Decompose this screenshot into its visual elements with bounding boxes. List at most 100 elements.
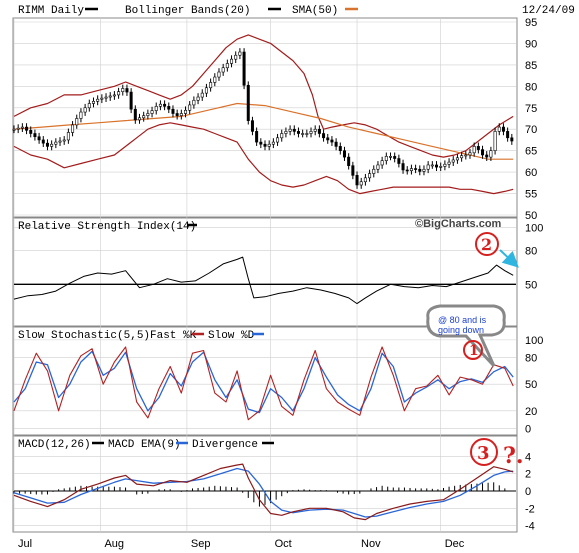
chart-date: 12/24/09 — [522, 5, 575, 17]
price-bar-body — [280, 133, 284, 139]
price-bar-body — [25, 126, 29, 131]
price-bar-body — [58, 140, 62, 143]
price-bar-body — [192, 99, 196, 106]
stochastic-tick-label: 100 — [525, 335, 543, 347]
price-bar-body — [175, 113, 179, 116]
price-bar-body — [322, 133, 326, 139]
rsi-tick-label: 80 — [525, 245, 537, 257]
legend-slow-stochastic: Slow Stochastic(5,5) — [18, 330, 150, 342]
price-bar-body — [455, 157, 459, 161]
price-bar-body — [468, 152, 472, 156]
price-bar-body — [250, 120, 254, 132]
price-bar-body — [158, 103, 162, 107]
annotation-bubble-line2: going down — [438, 325, 484, 335]
price-bar-body — [368, 173, 372, 179]
price-bar-body — [104, 96, 108, 99]
price-tick-label: 65 — [525, 146, 537, 158]
month-tick-label: Jul — [18, 538, 32, 550]
price-bar-body — [217, 71, 221, 78]
price-bar-body — [409, 168, 413, 171]
macd-tick-label: 2 — [525, 469, 531, 481]
tick-labels: Jul Aug Sep Oct Nov Dec 50 55 60 65 70 75 80 85 90 95 50… — [18, 17, 543, 550]
macd-tick-label: -2 — [525, 503, 535, 515]
price-bar-body — [129, 91, 133, 110]
legend-bollinger: Bollinger Bands(20) — [125, 5, 250, 17]
price-tick-label: 55 — [525, 189, 537, 201]
price-bar-body — [489, 150, 493, 158]
rsi-legend: Relative Strength Index(14) ©BigCharts.c… — [18, 218, 502, 233]
price-bar-body — [317, 128, 321, 134]
price-bar-body — [430, 164, 434, 167]
price-bar-body — [263, 143, 267, 147]
price-bar-body — [121, 88, 125, 92]
macd-ema-line — [13, 467, 514, 518]
price-bar-body — [167, 106, 171, 110]
price-bar-body — [79, 111, 83, 119]
price-bar-body — [29, 129, 33, 134]
price-bar-body — [351, 165, 355, 176]
month-tick-label: Sep — [191, 538, 211, 550]
annotation-circle-3 — [470, 438, 498, 466]
month-tick-label: Aug — [104, 538, 124, 550]
stochastic-tick-label: 80 — [525, 353, 537, 365]
price-bar-body — [326, 137, 330, 141]
legend-macd: MACD(12,26) — [18, 439, 91, 451]
watermark: ©BigCharts.com — [415, 218, 502, 230]
bollinger-lower-band — [13, 122, 514, 195]
price-bar-body — [288, 128, 292, 132]
legend-rimm-daily: RIMM Daily — [18, 5, 84, 17]
price-bar-body — [481, 149, 485, 156]
stochastic-panel-frame — [12, 326, 518, 436]
month-tick-label: Nov — [361, 538, 381, 550]
stochastic-tick-label: 20 — [525, 406, 537, 418]
chart-marks — [12, 34, 516, 521]
price-bar-body — [66, 132, 70, 141]
stochastic-tick-label: 50 — [525, 379, 537, 391]
price-bar-body — [125, 88, 129, 93]
price-bar-body — [221, 67, 225, 73]
price-bar-body — [418, 168, 422, 172]
price-bar-body — [91, 101, 95, 104]
price-bar-body — [242, 51, 246, 86]
price-bar-body — [451, 159, 455, 163]
macd-legend: MACD(12,26) MACD EMA(9) Divergence — [18, 439, 274, 451]
macd-tick-label: 0 — [525, 486, 531, 498]
price-bar-body — [200, 92, 204, 98]
price-bar-body — [150, 110, 154, 114]
price-bar-body — [71, 124, 75, 133]
price-bar-body — [347, 156, 351, 166]
price-tick-label: 50 — [525, 210, 537, 222]
price-bar-body — [401, 163, 405, 171]
price-tick-label: 70 — [525, 124, 537, 136]
price-tick-label: 90 — [525, 38, 537, 50]
price-bar-body — [16, 127, 20, 130]
month-tick-label: Oct — [275, 538, 292, 550]
price-bar-body — [246, 84, 250, 121]
price-bar-body — [83, 107, 87, 113]
price-bar-body — [292, 128, 296, 132]
price-bar-body — [405, 169, 409, 172]
price-bar-body — [96, 98, 100, 102]
price-bar-body — [267, 143, 271, 147]
price-legend: RIMM Daily Bollinger Bands(20) SMA(50) — [18, 5, 358, 17]
price-bar-body — [342, 150, 346, 158]
price-bar-body — [435, 164, 439, 168]
slow-d-line — [13, 350, 514, 414]
legend-sma: SMA(50) — [292, 5, 338, 17]
legend-divergence: Divergence — [192, 439, 258, 451]
price-bar-body — [276, 137, 280, 143]
price-bar-body — [41, 139, 45, 144]
price-bar-body — [259, 141, 263, 145]
price-bar-body — [355, 175, 359, 186]
annotation-bubble-line1: @ 80 and is — [438, 315, 487, 325]
price-bar-body — [45, 142, 49, 147]
price-bar-body — [133, 108, 137, 121]
price-bar-body — [447, 161, 451, 165]
annotations: 2 @ 80 and is going down 1 3 ?. — [426, 232, 524, 469]
price-bar-body — [388, 156, 392, 158]
price-bar-body — [397, 158, 401, 164]
price-bar-body — [225, 63, 229, 69]
price-bar-body — [179, 113, 183, 116]
price-bar-body — [37, 136, 41, 141]
